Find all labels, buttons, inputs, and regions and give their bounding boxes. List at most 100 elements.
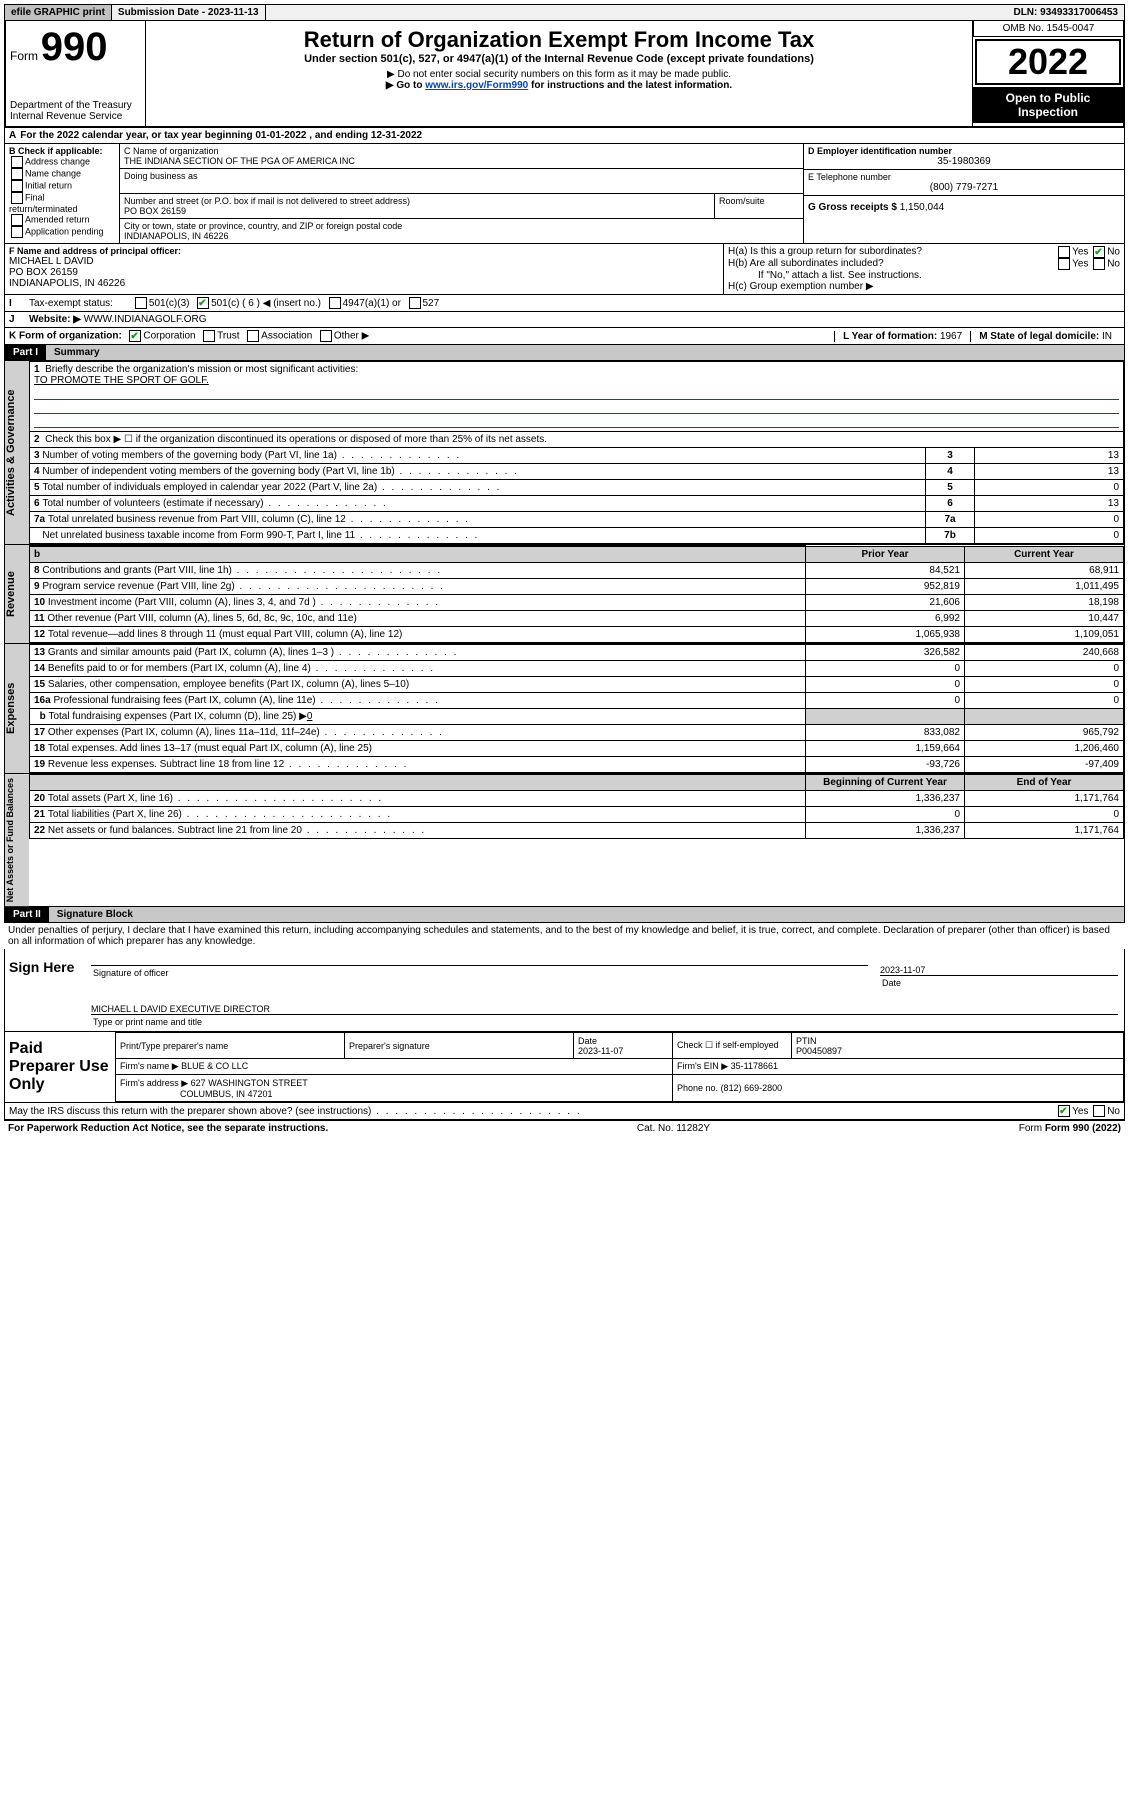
l7a-val: 0 [975, 512, 1124, 528]
table-row: 4 Number of independent voting members o… [30, 464, 1124, 480]
irs-label: Internal Revenue Service [10, 111, 141, 122]
sig-officer-label: Signature of officer [85, 968, 874, 978]
phone-value: (800) 779-7271 [808, 182, 1120, 193]
q2-label: Check this box ▶ ☐ if the organization d… [45, 434, 547, 445]
r8-c: 68,911 [965, 563, 1124, 579]
e19-p: -93,726 [806, 757, 965, 773]
b-opt-pending[interactable]: Application pending [25, 226, 104, 236]
i-a1[interactable]: 4947(a)(1) or [343, 298, 401, 309]
firm-name: BLUE & CO LLC [181, 1061, 248, 1071]
e19-text: Revenue less expenses. Subtract line 18 … [48, 759, 409, 770]
i-527[interactable]: 527 [423, 298, 440, 309]
c-name-label: C Name of organization [124, 146, 799, 156]
hb-no[interactable]: No [1107, 259, 1120, 270]
n21-p: 0 [806, 807, 965, 823]
discuss-yes-checked-icon: ✔ [1058, 1105, 1070, 1117]
i-label: Tax-exempt status: [29, 298, 113, 309]
l7b-box: 7b [926, 528, 975, 544]
gross-value: 1,150,044 [900, 202, 945, 213]
form-subtitle: Under section 501(c), 527, or 4947(a)(1)… [154, 53, 964, 65]
org-address: PO BOX 26159 [124, 206, 710, 216]
e13-text: Grants and similar amounts paid (Part IX… [48, 647, 458, 658]
i-c3[interactable]: 501(c)(3) [149, 298, 190, 309]
footer-left: For Paperwork Reduction Act Notice, see … [8, 1123, 328, 1134]
e14-p: 0 [806, 661, 965, 677]
org-city: INDIANAPOLIS, IN 46226 [124, 231, 799, 241]
e16a-c: 0 [965, 693, 1124, 709]
firm-ein: 35-1178661 [731, 1061, 778, 1071]
firm-addr1: 627 WASHINGTON STREET [191, 1078, 308, 1088]
tax-year: 2022 [975, 39, 1121, 85]
r11-p: 6,992 [806, 611, 965, 627]
l5-val: 0 [975, 480, 1124, 496]
side-net: Net Assets or Fund Balances [5, 774, 29, 906]
officer-addr1: PO BOX 26159 [9, 267, 719, 278]
r12-p: 1,065,938 [806, 627, 965, 643]
r10-c: 18,198 [965, 595, 1124, 611]
side-revenue: Revenue [5, 545, 29, 643]
firm-addr-label: Firm's address ▶ [120, 1078, 188, 1088]
table-row: 18 Total expenses. Add lines 13–17 (must… [30, 741, 1124, 757]
r9-p: 952,819 [806, 579, 965, 595]
b-opt-address[interactable]: Address change [25, 156, 90, 166]
table-row: Net unrelated business taxable income fr… [30, 528, 1124, 544]
sign-date: 2023-11-07 [880, 965, 925, 975]
discuss-no[interactable]: No [1107, 1106, 1120, 1117]
k-trust[interactable]: Trust [217, 331, 239, 342]
may-discuss-text: May the IRS discuss this return with the… [9, 1106, 1056, 1117]
n21-c: 0 [965, 807, 1124, 823]
ha-yes[interactable]: Yes [1072, 247, 1088, 258]
section-h: H(a) Is this a group return for subordin… [724, 244, 1124, 294]
e17-c: 965,792 [965, 725, 1124, 741]
firm-phone: (812) 669-2800 [721, 1083, 783, 1093]
net-hdr-beg: Beginning of Current Year [806, 775, 965, 791]
e14-c: 0 [965, 661, 1124, 677]
discuss-yes[interactable]: Yes [1072, 1106, 1088, 1117]
part1-title: Summary [46, 345, 1124, 360]
r12-c: 1,109,051 [965, 627, 1124, 643]
table-row: 9 Program service revenue (Part VIII, li… [30, 579, 1124, 595]
k-other[interactable]: Other ▶ [334, 331, 369, 342]
l5-text: Total number of individuals employed in … [42, 482, 501, 493]
table-row: 17 Other expenses (Part IX, column (A), … [30, 725, 1124, 741]
ptin-value: P00450897 [796, 1046, 842, 1056]
ptin-label: PTIN [796, 1036, 817, 1046]
ha-no[interactable]: No [1107, 247, 1120, 258]
e16a-text: Professional fundraising fees (Part IX, … [53, 695, 439, 706]
line-a-taxyear: A For the 2022 calendar year, or tax yea… [4, 128, 1125, 144]
l-value: 1967 [940, 331, 962, 342]
ha-no-checked-icon: ✔ [1093, 246, 1105, 258]
b-opt-name[interactable]: Name change [25, 168, 81, 178]
prep-h1: Print/Type preparer's name [116, 1033, 345, 1059]
top-toolbar: efile GRAPHIC print Submission Date - 20… [4, 4, 1125, 21]
b-opt-amended[interactable]: Amended return [25, 214, 90, 224]
m-value: IN [1102, 331, 1112, 342]
k-assoc[interactable]: Association [261, 331, 312, 342]
e18-p: 1,159,664 [806, 741, 965, 757]
firm-name-label: Firm's name ▶ [120, 1061, 179, 1071]
l5-box: 5 [926, 480, 975, 496]
b-intro: B Check if applicable: [9, 146, 115, 156]
m-label: M State of legal domicile: [979, 331, 1099, 342]
l4-text: Number of independent voting members of … [42, 466, 519, 477]
e17-text: Other expenses (Part IX, column (A), lin… [48, 727, 444, 738]
r10-text: Investment income (Part VIII, column (A)… [48, 597, 440, 608]
l7b-text: Net unrelated business taxable income fr… [42, 530, 479, 541]
dln-label: DLN: 93493317006453 [1007, 5, 1124, 20]
ein-label: D Employer identification number [808, 146, 1120, 156]
addr-label: Number and street (or P.O. box if mail i… [124, 196, 710, 206]
hb-yes[interactable]: Yes [1072, 259, 1088, 270]
r9-c: 1,011,495 [965, 579, 1124, 595]
efile-print-button[interactable]: efile GRAPHIC print [5, 5, 112, 20]
k-corp[interactable]: Corporation [143, 331, 195, 342]
sign-here-label: Sign Here [5, 949, 85, 1031]
i-c[interactable]: 501(c) ( 6 ) ◀ (insert no.) [211, 298, 321, 309]
b-opt-initial[interactable]: Initial return [25, 180, 72, 190]
irs-link[interactable]: www.irs.gov/Form990 [425, 80, 528, 91]
submission-date-label: Submission Date - 2023-11-13 [112, 5, 266, 20]
e15-text: Salaries, other compensation, employee b… [48, 679, 409, 690]
q1-label: Briefly describe the organization's miss… [45, 364, 358, 375]
prep-h4[interactable]: Check ☐ if self-employed [673, 1033, 792, 1059]
e15-p: 0 [806, 677, 965, 693]
table-row: 20 Total assets (Part X, line 16)1,336,2… [30, 791, 1124, 807]
